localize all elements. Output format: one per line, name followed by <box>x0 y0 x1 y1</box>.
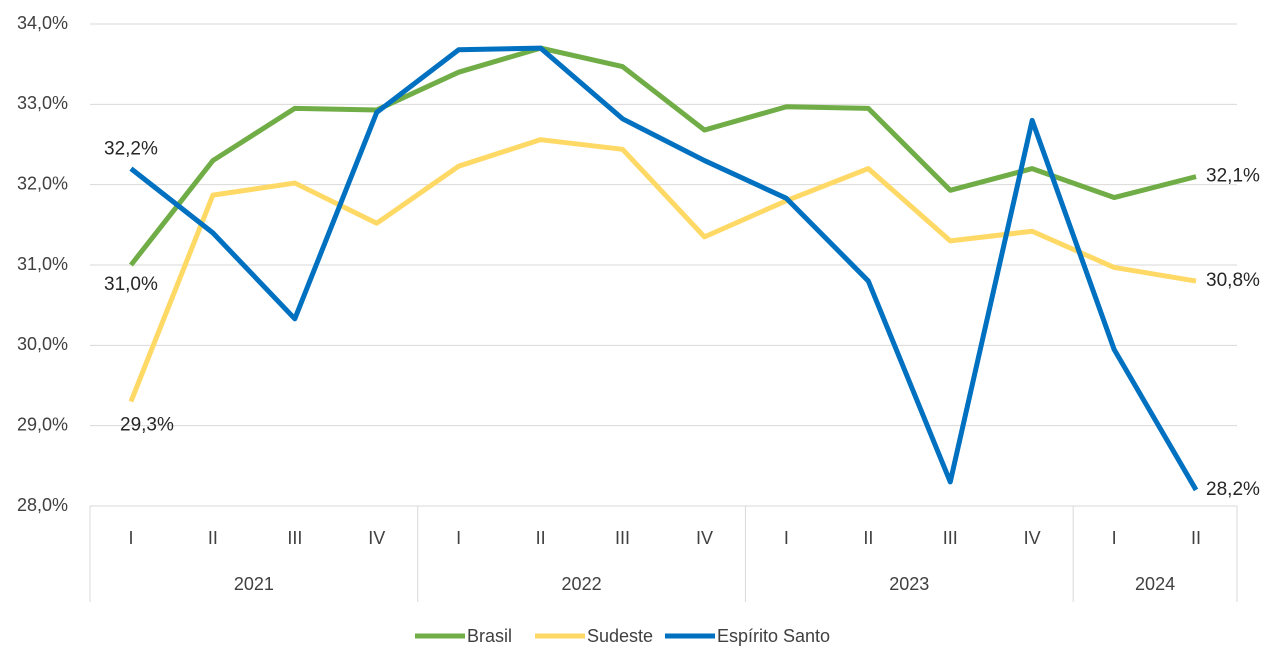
y-tick-label: 30,0% <box>17 334 68 354</box>
data-label: 31,0% <box>104 274 158 295</box>
data-label: 32,2% <box>104 139 158 160</box>
x-tick-label: IV <box>696 528 713 548</box>
legend-label: Brasil <box>467 626 512 646</box>
series-line <box>128 137 1197 403</box>
x-tick-label: I <box>128 528 133 548</box>
y-tick-label: 28,0% <box>17 495 68 515</box>
x-tick-label: I <box>784 528 789 548</box>
series-line <box>129 45 1199 492</box>
x-tick-label: II <box>1191 528 1201 548</box>
x-group-label: 2023 <box>889 574 929 594</box>
x-group-label: 2024 <box>1135 574 1175 594</box>
x-tick-label: II <box>536 528 546 548</box>
data-label: 30,8% <box>1206 270 1260 291</box>
y-tick-label: 29,0% <box>17 414 68 434</box>
y-tick-label: 34,0% <box>17 13 68 33</box>
y-tick-label: 32,0% <box>17 173 68 193</box>
data-label: 32,1% <box>1206 166 1260 187</box>
x-tick-label: I <box>456 528 461 548</box>
x-tick-label: IV <box>368 528 385 548</box>
x-tick-label: II <box>863 528 873 548</box>
x-tick-label: II <box>208 528 218 548</box>
x-tick-label: IV <box>1024 528 1041 548</box>
x-group-label: 2022 <box>562 574 602 594</box>
x-group-label: 2021 <box>234 574 274 594</box>
legend-label: Espírito Santo <box>717 626 830 646</box>
legend-label: Sudeste <box>587 626 653 646</box>
x-tick-label: III <box>943 528 958 548</box>
data-label: 28,2% <box>1206 479 1260 500</box>
y-tick-label: 33,0% <box>17 93 68 113</box>
y-tick-label: 31,0% <box>17 254 68 274</box>
x-tick-label: III <box>287 528 302 548</box>
data-label: 29,3% <box>120 415 174 436</box>
x-tick-label: III <box>615 528 630 548</box>
x-tick-label: I <box>1112 528 1117 548</box>
